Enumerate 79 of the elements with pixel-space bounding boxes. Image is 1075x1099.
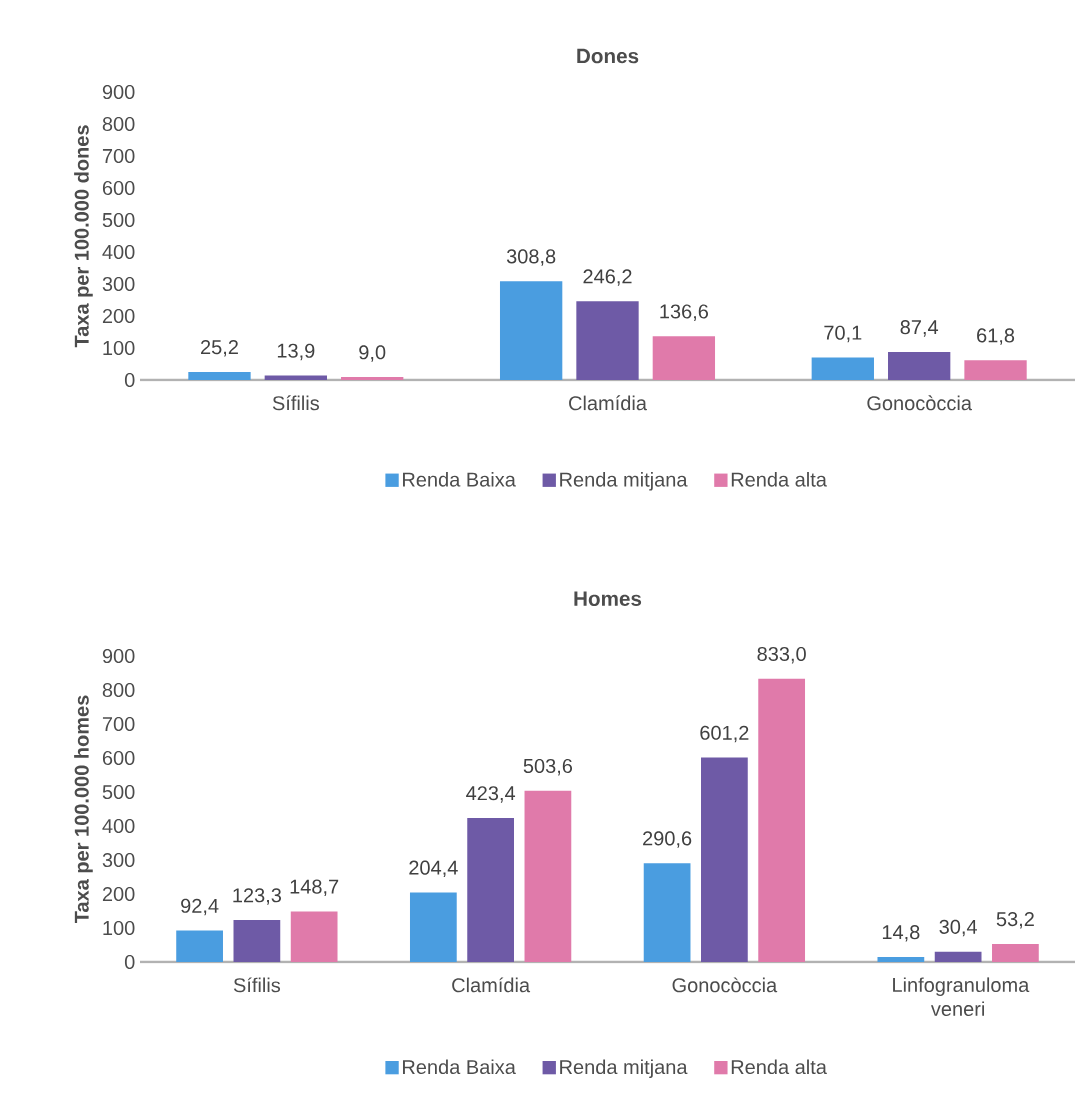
bar [701, 757, 748, 962]
chart-title: Homes [574, 591, 642, 606]
bar [290, 911, 338, 962]
y-tick-label: 700 [102, 148, 135, 164]
bar [188, 371, 251, 380]
data-label: 14,8 [882, 925, 920, 942]
legend-label: Renda Baixa [403, 1059, 516, 1075]
bar [499, 281, 563, 380]
data-label: 9,0 [359, 345, 386, 362]
bar [576, 301, 639, 380]
bar [652, 336, 716, 380]
bar [877, 956, 925, 962]
bar [811, 357, 874, 380]
y-tick-label: 700 [102, 716, 135, 732]
y-axis-title: Taxa per 100.000 homes [74, 695, 93, 924]
y-tick-label: 200 [102, 886, 135, 902]
bar [964, 360, 1027, 380]
data-label: 30,4 [939, 919, 978, 937]
y-tick-label: 400 [102, 818, 135, 834]
y-axis-title: Taxa per 100.000 dones [74, 125, 93, 348]
bar [409, 892, 457, 962]
data-label: 148,7 [290, 879, 339, 897]
y-tick-label: 800 [102, 116, 135, 132]
y-tick-label: 400 [102, 244, 135, 260]
x-tick-label: Clamídia [452, 977, 531, 993]
data-label: 61,8 [977, 328, 1015, 345]
bar [992, 943, 1039, 962]
data-label: 290,6 [643, 831, 692, 848]
data-label: 53,2 [996, 912, 1034, 929]
data-label: 25,2 [201, 340, 238, 357]
y-tick-label: 900 [102, 648, 135, 664]
legend-label: Renda Baixa [403, 471, 516, 487]
bar [643, 863, 691, 962]
bar [888, 352, 951, 380]
legend-label: Renda alta [731, 471, 827, 487]
x-tick-label: Gonocòccia [867, 395, 972, 411]
y-tick-label: 500 [102, 212, 135, 228]
y-tick-label: 600 [102, 750, 135, 766]
data-label: 204,4 [409, 860, 458, 878]
data-label: 87,4 [900, 320, 939, 337]
bar [467, 818, 514, 962]
data-label: 308,8 [506, 249, 556, 266]
bar [176, 930, 223, 962]
x-tick-label: Sífilis [233, 977, 281, 993]
x-tick-label: Linfogranuloma veneri [893, 977, 1030, 1017]
bar [264, 375, 327, 380]
data-label: 423,4 [466, 786, 516, 803]
bar [758, 678, 806, 962]
x-tick-label: Clamídia [569, 395, 647, 411]
data-label: 601,2 [700, 725, 749, 743]
y-tick-label: 300 [102, 852, 135, 868]
y-tick-label: 100 [103, 340, 135, 356]
y-tick-label: 0 [124, 954, 135, 970]
y-tick-label: 900 [102, 84, 135, 100]
y-tick-label: 0 [124, 372, 135, 388]
data-label: 70,1 [824, 325, 862, 343]
y-tick-label: 300 [102, 276, 135, 292]
data-label: 246,2 [583, 269, 632, 286]
y-tick-label: 600 [102, 180, 135, 196]
x-tick-label: Sífilis [272, 395, 319, 411]
data-label: 13,9 [277, 343, 315, 361]
data-label: 833,0 [757, 646, 806, 664]
bar [524, 790, 572, 962]
legend-label: Renda alta [731, 1059, 827, 1075]
bar [233, 920, 281, 962]
bar [341, 377, 404, 380]
data-label: 136,6 [660, 304, 709, 321]
x-tick-label: Gonocòccia [672, 977, 778, 993]
data-label: 503,6 [523, 758, 573, 776]
y-tick-label: 800 [102, 682, 135, 698]
y-tick-label: 500 [102, 784, 135, 800]
data-label: 92,4 [181, 898, 219, 916]
data-label: 123,3 [233, 888, 282, 905]
y-tick-label: 100 [103, 920, 135, 936]
bar [934, 951, 982, 962]
legend-label: Renda mitjana [560, 471, 688, 491]
legend-label: Renda mitjana [560, 1059, 688, 1079]
chart-title: Dones [577, 48, 639, 64]
y-tick-label: 200 [102, 308, 135, 324]
